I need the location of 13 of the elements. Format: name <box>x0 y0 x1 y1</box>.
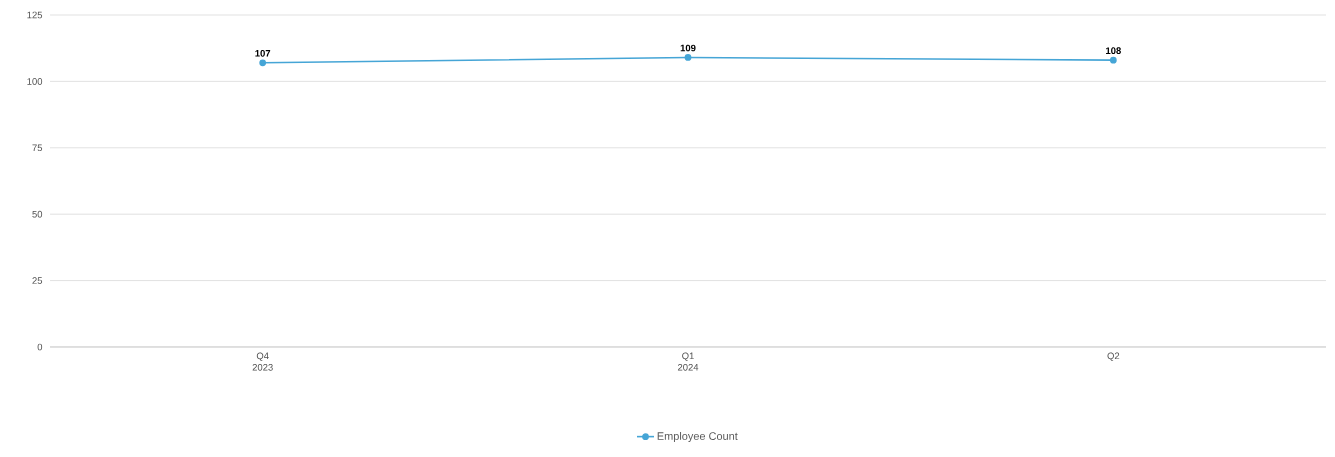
y-tick-label: 0 <box>37 343 43 351</box>
legend-label: Employee Count <box>657 431 738 443</box>
y-tick-label: 75 <box>32 144 43 152</box>
x-tick-label: Q2 <box>1107 352 1120 361</box>
y-tick-label: 50 <box>32 210 43 218</box>
data-label: 109 <box>680 44 696 52</box>
y-tick-label: 125 <box>27 11 43 19</box>
x-tick-label: Q1 2024 <box>677 352 699 371</box>
x-tick-label: Q4 2023 <box>252 352 273 371</box>
y-tick-label: 100 <box>27 78 43 85</box>
data-label: 107 <box>255 49 271 57</box>
y-tick-label: 25 <box>32 277 43 284</box>
data-label: 108 <box>1106 47 1121 55</box>
